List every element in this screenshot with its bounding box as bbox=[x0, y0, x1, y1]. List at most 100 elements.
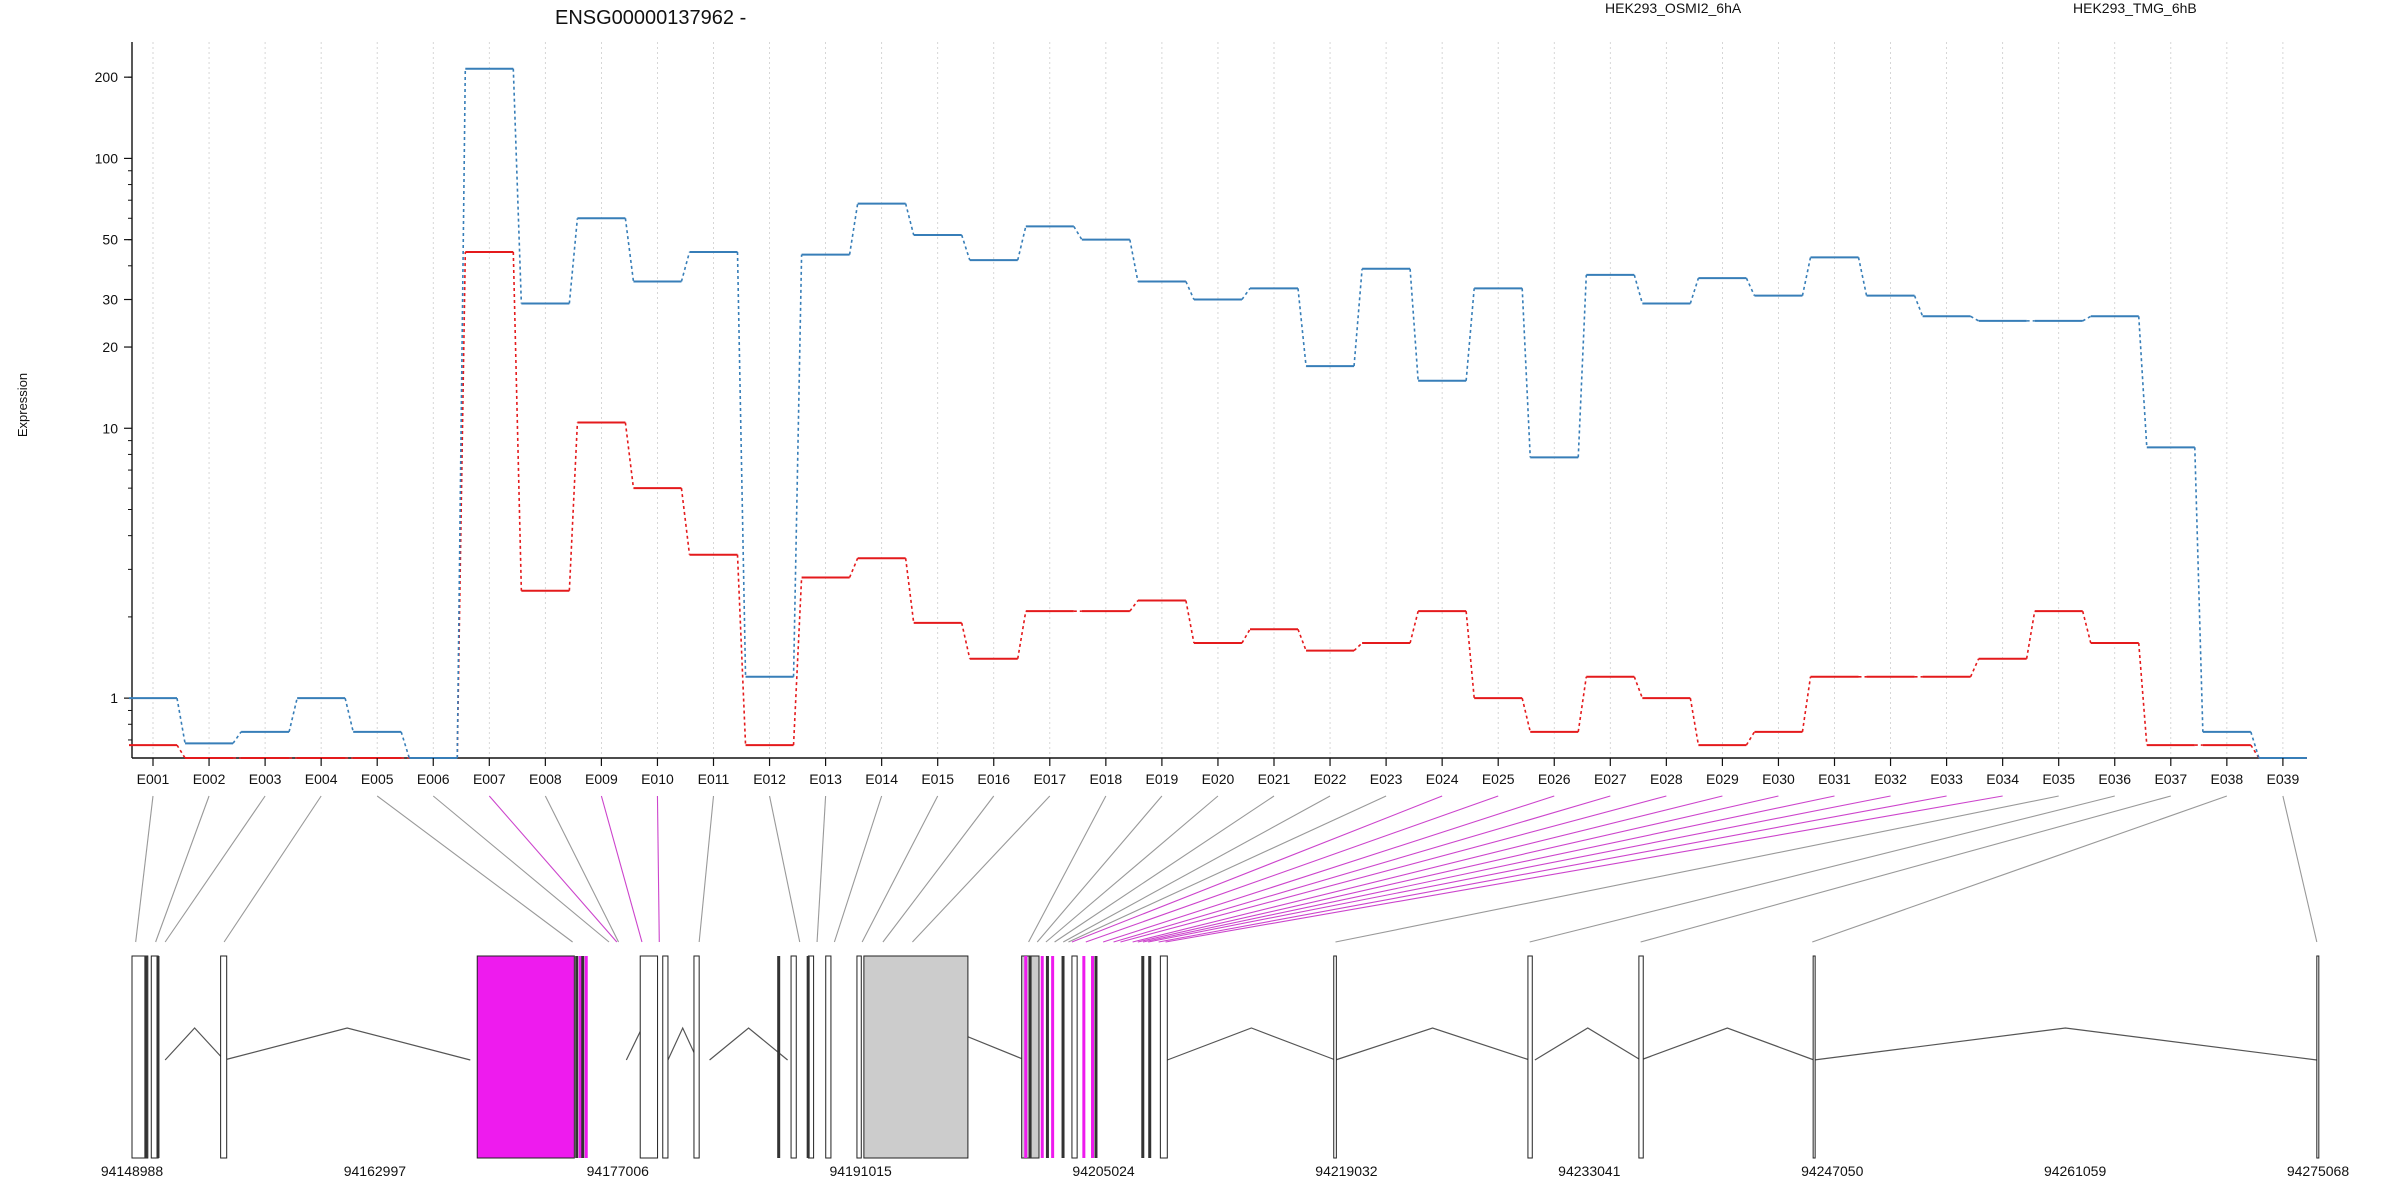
connector bbox=[1113, 795, 1611, 943]
series-transition bbox=[2025, 611, 2036, 659]
genome-tick-label: 94247050 bbox=[1801, 1163, 1864, 1179]
series-1 bbox=[129, 250, 2307, 759]
series-transition bbox=[904, 203, 915, 236]
x-tick-label: E017 bbox=[1033, 771, 1066, 787]
series-transition bbox=[288, 697, 298, 733]
x-tick-label: E009 bbox=[585, 771, 618, 787]
exon-box bbox=[790, 955, 797, 1159]
exon-box bbox=[1638, 955, 1644, 1159]
series-transition bbox=[1016, 226, 1027, 261]
exon-highlight bbox=[476, 955, 575, 1159]
x-tick-label: E010 bbox=[641, 771, 674, 787]
intron bbox=[164, 1027, 225, 1061]
x-tick-label: E036 bbox=[2098, 771, 2131, 787]
exon-box bbox=[2316, 955, 2320, 1159]
x-tick-label: E021 bbox=[1258, 771, 1291, 787]
exon-box bbox=[693, 955, 700, 1159]
connector bbox=[1137, 795, 1779, 943]
connector bbox=[1158, 795, 1947, 943]
x-tick-label: E038 bbox=[2210, 771, 2243, 787]
x-tick-label: E018 bbox=[1089, 771, 1122, 787]
series-transition bbox=[1745, 277, 1756, 297]
exon-box bbox=[1527, 955, 1533, 1159]
intron bbox=[667, 1026, 698, 1061]
series-transition bbox=[456, 251, 467, 759]
x-tick-label: E024 bbox=[1426, 771, 1459, 787]
x-tick-label: E002 bbox=[193, 771, 226, 787]
intron bbox=[709, 1027, 788, 1061]
x-tick-label: E039 bbox=[2267, 771, 2300, 787]
series-transition bbox=[568, 422, 579, 591]
genome-coordinate-labels: 94148988 94162997 94177006 94191015 94205024… bbox=[101, 1163, 2350, 1179]
exon-mark bbox=[1061, 956, 1065, 1158]
connector bbox=[1071, 795, 1443, 943]
x-tick-label: E013 bbox=[809, 771, 842, 787]
connector bbox=[155, 795, 210, 943]
exon-box bbox=[639, 955, 659, 1159]
x-tick-label: E014 bbox=[865, 771, 898, 787]
exon-mark bbox=[156, 956, 160, 1158]
exon-mark bbox=[144, 956, 148, 1158]
series-transition bbox=[1409, 610, 1419, 644]
x-tick-label: E007 bbox=[473, 771, 506, 787]
series-transition bbox=[792, 577, 803, 746]
series-transition bbox=[1633, 274, 1644, 304]
connector bbox=[1165, 795, 2003, 943]
genome-tick-label: 94233041 bbox=[1558, 1163, 1621, 1179]
series-transition bbox=[1297, 628, 1307, 651]
legend-series-2: HEK293_TMG_6hB bbox=[2073, 0, 2197, 16]
connector bbox=[600, 795, 643, 943]
exon-mark bbox=[1094, 956, 1098, 1158]
series-transition bbox=[512, 251, 523, 591]
series-transition bbox=[1129, 600, 1139, 612]
y-axis-label: Expression bbox=[15, 373, 30, 437]
connector bbox=[544, 795, 620, 943]
genome-tick-label: 94275068 bbox=[2287, 1163, 2350, 1179]
connector bbox=[488, 795, 618, 943]
series-transition bbox=[736, 251, 747, 677]
series-transition bbox=[1241, 628, 1251, 644]
series-transition bbox=[1521, 697, 1532, 733]
genome-tick-label: 94219032 bbox=[1315, 1163, 1378, 1179]
exon-mark bbox=[1040, 956, 1044, 1158]
connector bbox=[432, 795, 610, 943]
x-tick-label: E031 bbox=[1818, 771, 1851, 787]
connector bbox=[223, 795, 322, 943]
series-transition bbox=[2194, 447, 2204, 732]
genome-tick-label: 94177006 bbox=[587, 1163, 650, 1179]
connector bbox=[1529, 795, 2115, 943]
exon-mark bbox=[581, 956, 585, 1158]
connector bbox=[912, 795, 1051, 943]
exon-tick-labels: E001 E002 E003 E004 E005 E006 E007 E008 E009 E010… bbox=[137, 758, 2300, 787]
x-tick-label: E005 bbox=[361, 771, 394, 787]
x-tick-label: E001 bbox=[137, 771, 170, 787]
series-transition bbox=[1577, 676, 1588, 732]
intron bbox=[1813, 1027, 2317, 1061]
genome-tick-label: 94191015 bbox=[830, 1163, 893, 1179]
genome-tick-label: 94205024 bbox=[1072, 1163, 1135, 1179]
grid-lines bbox=[152, 42, 2284, 758]
connector bbox=[164, 795, 266, 943]
exon-mark bbox=[1045, 956, 1049, 1158]
exon-mark bbox=[1051, 956, 1055, 1158]
series-transition bbox=[624, 422, 635, 489]
x-tick-label: E025 bbox=[1482, 771, 1515, 787]
series-transition bbox=[2082, 315, 2092, 322]
y-tick-label: 200 bbox=[95, 69, 119, 85]
exon-box bbox=[1159, 955, 1168, 1159]
series-transition bbox=[456, 68, 467, 759]
y-tick-label: 100 bbox=[95, 150, 119, 166]
series-transition bbox=[736, 554, 747, 746]
y-tick-label: 30 bbox=[102, 292, 118, 308]
intron bbox=[1640, 1027, 1815, 1061]
exon-box bbox=[1812, 955, 1816, 1159]
series-transition bbox=[792, 254, 803, 677]
series-transition bbox=[1353, 268, 1363, 367]
x-tick-label: E003 bbox=[249, 771, 282, 787]
connector bbox=[698, 795, 715, 943]
series-transition bbox=[400, 731, 411, 759]
connector bbox=[376, 795, 573, 943]
series-transition bbox=[1129, 239, 1139, 282]
connector bbox=[1335, 795, 2059, 943]
